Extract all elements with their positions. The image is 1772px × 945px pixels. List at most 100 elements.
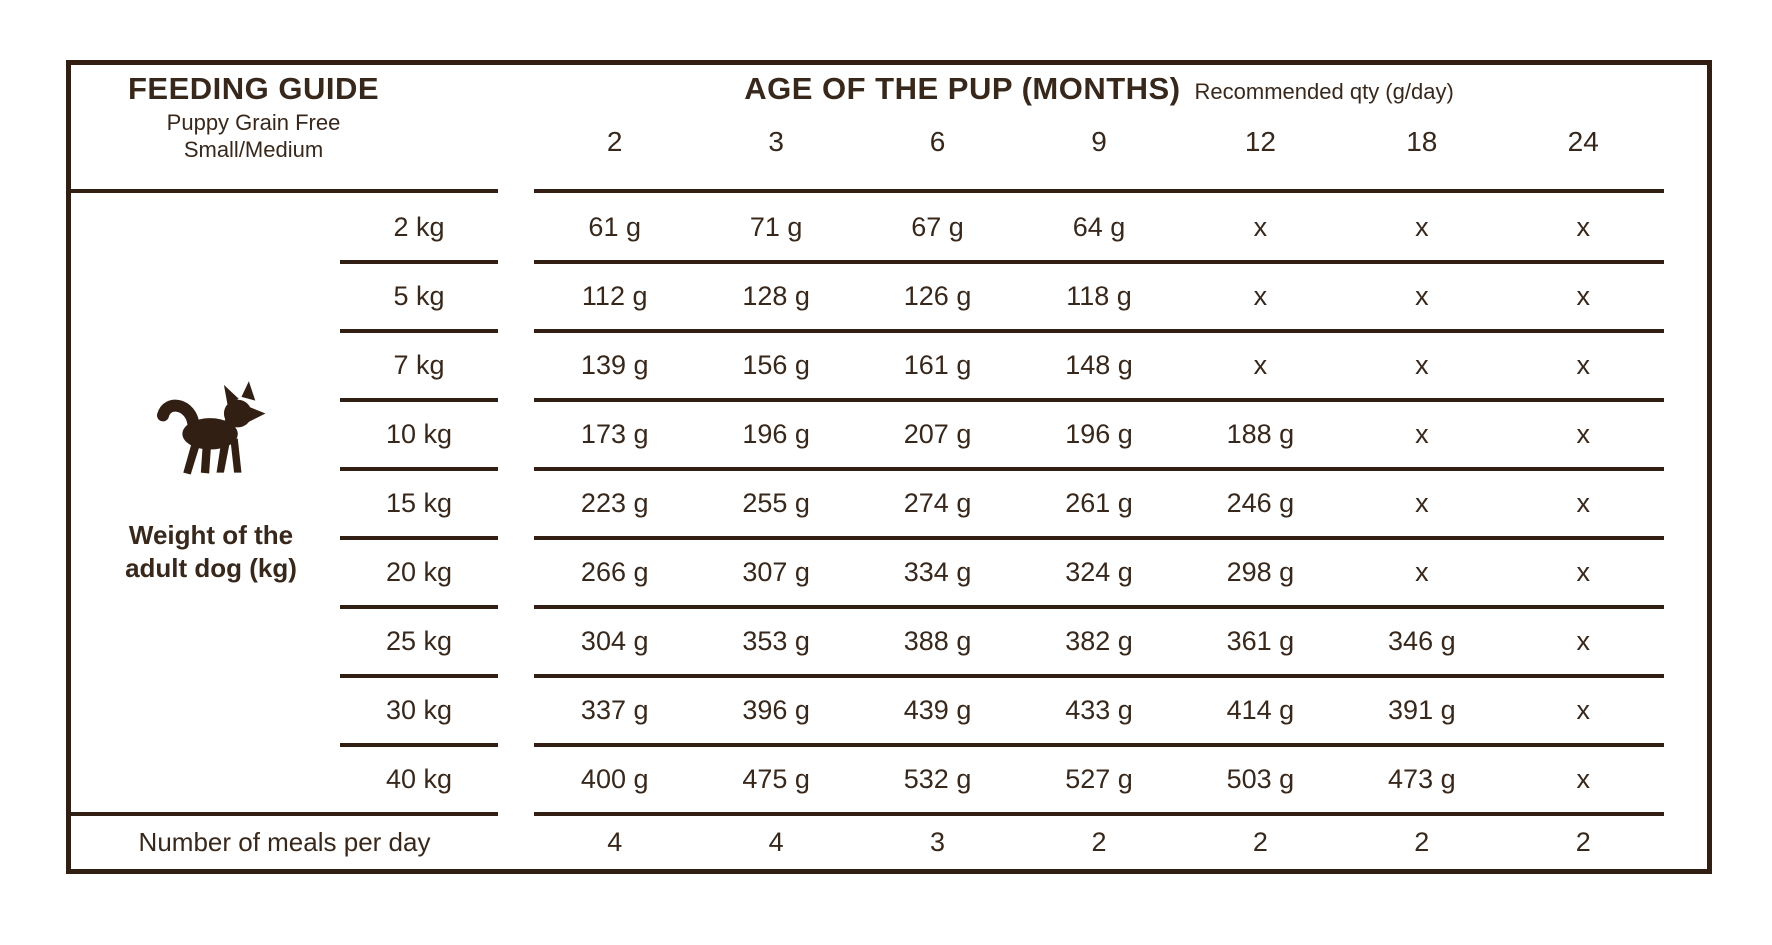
qty-cell: 246 g: [1226, 488, 1295, 518]
weight-row-15kg: 15 kg 223 g 255 g 274 g 261 g 246 g x x: [71, 469, 1707, 538]
row-separator-left: [340, 260, 498, 264]
weight-row-5kg: 5 kg 112 g 128 g 126 g 118 g x x x: [71, 262, 1707, 331]
weight-label: 30 kg: [385, 695, 453, 725]
qty-cell: 61 g: [588, 212, 641, 242]
qty-cell: 473 g: [1388, 764, 1456, 794]
row-separator-left: [340, 329, 498, 333]
weight-row-25kg: 25 kg 304 g 353 g 388 g 382 g 361 g 346 g x: [71, 607, 1707, 676]
row-separator-left: [340, 467, 498, 471]
qty-cell: 396 g: [742, 695, 810, 725]
qty-cell: 346 g: [1388, 626, 1456, 656]
qty-cell: 337 g: [580, 695, 649, 725]
weight-row-7kg: 7 kg 139 g 156 g 161 g 148 g x x x: [71, 331, 1707, 400]
weight-label: 25 kg: [385, 626, 453, 656]
qty-cell: x: [1576, 281, 1590, 311]
row-cells: 61 g 71 g 67 g 64 g x x x: [534, 193, 1664, 262]
weight-row-40kg: 40 kg 400 g 475 g 532 g 527 g 503 g 473 g x: [71, 745, 1707, 814]
header-separator-left: [71, 189, 498, 193]
row-axis-label-line2: adult dog (kg): [125, 553, 297, 583]
row-separator-data: [534, 536, 1664, 540]
weight-label: 7 kg: [393, 350, 445, 380]
meals-count-cell: 3: [930, 827, 946, 857]
qty-cell: 414 g: [1226, 695, 1295, 725]
qty-cell: x: [1576, 695, 1590, 725]
qty-cell: 307 g: [742, 557, 810, 587]
qty-cell: 433 g: [1065, 695, 1133, 725]
meals-per-day-row: Number of meals per day 4 4 3 2 2 2 2: [71, 816, 1707, 869]
weight-row-2kg: 2 kg 61 g 71 g 67 g 64 g x x x: [71, 193, 1707, 262]
qty-cell: 148 g: [1065, 350, 1133, 380]
qty-cell: 400 g: [580, 764, 649, 794]
row-separator-left: [340, 398, 498, 402]
meals-count-cell: 2: [1414, 827, 1430, 857]
row-cells: 139 g 156 g 161 g 148 g x x x: [534, 331, 1664, 400]
row-cells: 304 g 353 g 388 g 382 g 361 g 346 g x: [534, 607, 1664, 676]
qty-cell: 353 g: [742, 626, 810, 656]
qty-cell: 274 g: [903, 488, 972, 518]
row-separator-data: [534, 260, 1664, 264]
weight-row-30kg: 30 kg 337 g 396 g 439 g 433 g 414 g 391 g x: [71, 676, 1707, 745]
product-name-line1: Puppy Grain Free: [166, 110, 341, 135]
qty-cell: 118 g: [1066, 281, 1132, 311]
header-separator-data: [534, 189, 1664, 193]
row-separator-left: [340, 536, 498, 540]
row-separator-data: [534, 605, 1664, 609]
meals-separator-data: [534, 812, 1664, 816]
qty-cell: 255 g: [742, 488, 810, 518]
meals-count-cell: 4: [768, 827, 784, 857]
qty-cell: x: [1576, 764, 1590, 794]
meals-count-cell: 2: [1575, 827, 1591, 857]
recommended-qty-note: Recommended qty (g/day): [1194, 79, 1454, 104]
qty-cell: 112 g: [581, 281, 648, 311]
row-cells: 400 g 475 g 532 g 527 g 503 g 473 g x: [534, 745, 1664, 814]
product-name-line2: Small/Medium: [183, 137, 324, 162]
qty-cell: 324 g: [1065, 557, 1133, 587]
qty-cell: 475 g: [742, 764, 810, 794]
feeding-guide-table: FEEDING GUIDE Puppy Grain Free Small/Med…: [66, 60, 1712, 874]
qty-cell: x: [1415, 488, 1429, 518]
qty-cell: x: [1576, 557, 1590, 587]
qty-cell: 156 g: [742, 350, 810, 380]
row-separator-data: [534, 674, 1664, 678]
age-column-header-6: 6: [929, 126, 946, 157]
qty-cell: 196 g: [1065, 419, 1133, 449]
qty-cell: 266 g: [580, 557, 649, 587]
qty-cell: 527 g: [1065, 764, 1133, 794]
qty-cell: 161 g: [903, 350, 972, 380]
qty-cell: 304 g: [580, 626, 649, 656]
row-cells: 112 g 128 g 126 g 118 g x x x: [534, 262, 1664, 331]
meals-per-day-values: 4 4 3 2 2 2 2: [534, 816, 1664, 869]
age-column-header-9: 9: [1091, 126, 1107, 157]
row-cells: 266 g 307 g 334 g 324 g 298 g x x: [534, 538, 1664, 607]
qty-cell: 334 g: [903, 557, 972, 587]
qty-cell: x: [1576, 626, 1590, 656]
qty-cell: x: [1576, 488, 1590, 518]
qty-cell: x: [1253, 350, 1268, 380]
column-axis-title: AGE OF THE PUP (MONTHS): [744, 71, 1181, 106]
row-cells: 173 g 196 g 207 g 196 g 188 g x x: [534, 400, 1664, 469]
qty-cell: x: [1415, 557, 1429, 587]
qty-cell: x: [1576, 212, 1590, 242]
qty-cell: x: [1576, 350, 1590, 380]
qty-cell: 196 g: [742, 419, 810, 449]
qty-cell: 439 g: [903, 695, 972, 725]
qty-cell: 388 g: [903, 626, 972, 656]
weight-row-20kg: 20 kg 266 g 307 g 334 g 324 g 298 g x x: [71, 538, 1707, 607]
qty-cell: 382 g: [1065, 626, 1133, 656]
qty-cell: x: [1415, 350, 1429, 380]
weight-label: 15 kg: [385, 488, 453, 518]
weight-label: 5 kg: [393, 281, 445, 311]
row-separator-left: [340, 674, 498, 678]
qty-cell: 126 g: [903, 281, 972, 311]
qty-cell: x: [1415, 212, 1429, 242]
age-column-headers: 2 3 6 9 12 18 24: [534, 119, 1664, 165]
column-axis-title-row: AGE OF THE PUP (MONTHS) Recommended qty …: [534, 67, 1664, 111]
qty-cell: x: [1576, 419, 1590, 449]
qty-cell: x: [1415, 281, 1429, 311]
meals-count-cell: 2: [1091, 827, 1107, 857]
qty-cell: 128 g: [742, 281, 810, 311]
qty-cell: 532 g: [903, 764, 972, 794]
row-separator-left: [340, 743, 498, 747]
row-separator-data: [534, 398, 1664, 402]
